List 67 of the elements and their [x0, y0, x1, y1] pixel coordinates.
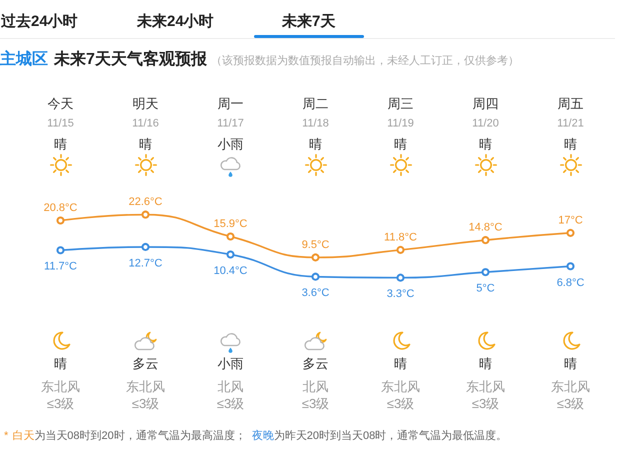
data-label: 22.6°C: [128, 196, 162, 208]
text: ≤3级: [386, 395, 414, 412]
text: ≤3级: [472, 395, 500, 412]
point: [56, 216, 64, 224]
text: ≤3级: [216, 395, 244, 412]
text: 晴: [479, 355, 492, 372]
text: 多云: [302, 355, 328, 372]
x-tick-label: 周五 11/21 晴: [557, 96, 584, 152]
x-tick-label: 周三 11/19 晴: [387, 96, 414, 152]
text: 多云: [132, 355, 158, 372]
point: [312, 272, 320, 281]
point: [482, 268, 490, 276]
point: [142, 242, 150, 251]
text: 东北风: [126, 378, 165, 395]
data-label: 11.7°C: [44, 260, 78, 273]
text: 北风: [302, 378, 328, 395]
x-tick-label: 周四 11/20 晴: [472, 96, 499, 152]
point: [142, 210, 150, 219]
data-label: 6.8°C: [556, 276, 584, 289]
data-label: 5°C: [476, 282, 495, 295]
point: [566, 228, 574, 237]
data-label: 9.5°C: [302, 238, 330, 251]
text: 东北风: [41, 378, 80, 395]
data-label: 3.3°C: [386, 288, 414, 300]
text: 白天: [12, 430, 34, 442]
point: [482, 236, 490, 244]
text: 未来24小时: [137, 12, 214, 32]
text: 东北风: [381, 378, 420, 395]
text: ≤3级: [302, 395, 330, 412]
data-label: 11.8°C: [384, 231, 418, 244]
point: [56, 246, 64, 254]
x-tick-label: 周一 11/17 小雨: [217, 96, 244, 152]
data-label: 20.8°C: [44, 202, 78, 214]
data-label: 10.4°C: [214, 264, 248, 277]
x-tick-label: 周二 11/18 晴: [302, 96, 329, 152]
text: 晴: [54, 355, 67, 372]
text: 夜晚: [252, 430, 274, 442]
point: [312, 253, 320, 262]
point: [566, 262, 574, 270]
text: 为昨天20时到当天08时，通常气温为最低温度。: [274, 430, 508, 442]
text: ≤3级: [46, 395, 74, 412]
text: 北风: [218, 378, 244, 395]
data-label: 17°C: [558, 214, 583, 226]
point: [396, 246, 404, 254]
point: [226, 250, 234, 258]
text: ≤3级: [556, 395, 584, 412]
point: [396, 274, 404, 282]
x-tick-label: 明天 11/16 晴: [132, 96, 159, 152]
chart-subtitle: （该预报数据为数值预报自动输出，未经人工订正，仅供参考）: [210, 55, 519, 67]
text: 晴: [564, 355, 577, 372]
data-label: 12.7°C: [128, 257, 162, 270]
data-label: 15.9°C: [214, 218, 248, 230]
text: *: [4, 430, 8, 442]
text: 过去24小时: [1, 12, 78, 32]
text: ≤3级: [132, 395, 160, 412]
chart-title: 未来7天天气客观预报: [54, 51, 207, 68]
x-tick-label: 今天 11/15 晴: [47, 96, 74, 152]
text: 主城区: [0, 51, 48, 68]
data-label: 14.8°C: [468, 222, 502, 234]
text: 东北风: [551, 378, 590, 395]
text: 小雨: [218, 355, 244, 372]
text: 未来7天: [282, 12, 336, 32]
text: 晴: [394, 355, 407, 372]
text: 东北风: [466, 378, 505, 395]
point: [226, 232, 234, 241]
text: 为当天08时到20时，通常气温为最高温度；: [34, 430, 246, 442]
data-label: 3.6°C: [302, 287, 330, 300]
